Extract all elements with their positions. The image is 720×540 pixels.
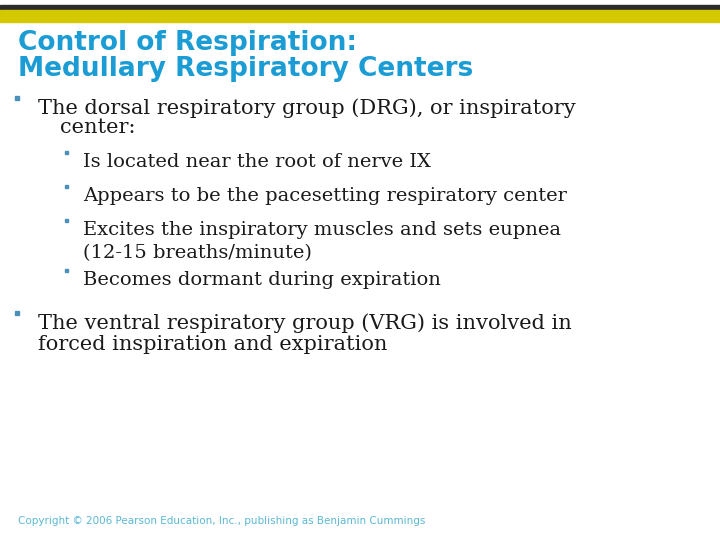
Bar [65,151,68,154]
Text: center:: center: [60,118,135,137]
Bar [65,269,68,272]
Text: The dorsal respiratory group (DRG), or inspiratory: The dorsal respiratory group (DRG), or i… [38,98,576,118]
Text: Is located near the root of nerve IX: Is located near the root of nerve IX [83,153,431,171]
Bar [15,311,19,315]
Text: Control of Respiration:: Control of Respiration: [18,30,357,56]
Text: Appears to be the pacesetting respiratory center: Appears to be the pacesetting respirator… [83,187,567,205]
Text: Becomes dormant during expiration: Becomes dormant during expiration [83,271,441,289]
Text: Copyright © 2006 Pearson Education, Inc., publishing as Benjamin Cummings: Copyright © 2006 Pearson Education, Inc.… [18,516,426,526]
Bar [15,96,19,100]
Bar [65,219,68,222]
Bar [0,10,720,22]
Text: Medullary Respiratory Centers: Medullary Respiratory Centers [18,56,473,82]
Bar [65,185,68,188]
Text: Excites the inspiratory muscles and sets eupnea
(12-15 breaths/minute): Excites the inspiratory muscles and sets… [83,221,561,262]
Text: The ventral respiratory group (VRG) is involved in: The ventral respiratory group (VRG) is i… [38,313,572,333]
Text: forced inspiration and expiration: forced inspiration and expiration [38,335,387,354]
Bar [0,5,720,10]
